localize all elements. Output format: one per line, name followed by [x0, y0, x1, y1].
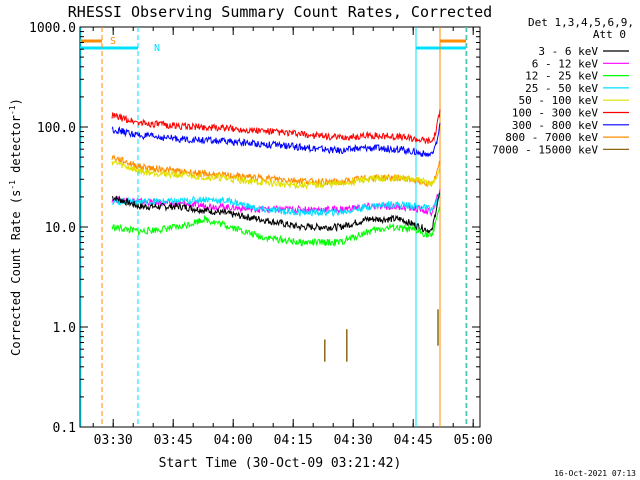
y-axis-label: Corrected Count Rate (s-1 detector-1)	[8, 98, 23, 356]
vertical-marker-lines	[80, 27, 468, 427]
series-line-100-300kev	[111, 109, 441, 145]
series-line-800-7000kev	[111, 154, 441, 188]
y-axis-label-sup1: -1	[8, 180, 17, 190]
x-tick-label: 04:45	[394, 433, 433, 448]
y-tick-label: 100.0	[37, 121, 76, 136]
legend-label: 12 - 25 keV	[525, 70, 598, 83]
annotation-s: S	[110, 36, 116, 47]
x-tick-label: 04:00	[214, 433, 253, 448]
y-axis-label-main: Corrected Count Rate (s	[9, 190, 23, 356]
legend-label: 800 - 7000 keV	[505, 131, 598, 144]
chart-title: RHESSI Observing Summary Count Rates, Co…	[68, 3, 492, 21]
legend-header-line-1: Det 1,3,4,5,6,9,	[528, 16, 634, 29]
legend-label: 25 - 50 keV	[525, 82, 598, 95]
series-line-25-50kev	[111, 192, 441, 218]
x-tick-label: 05:00	[454, 433, 493, 448]
legend-label: 3 - 6 keV	[538, 45, 598, 58]
y-tick-label: 1000.0	[29, 21, 76, 36]
series-lines	[111, 109, 441, 362]
series-line-50-100kev	[111, 159, 441, 191]
legend-label: 300 - 800 keV	[512, 119, 598, 132]
series-line-300-800kev	[111, 122, 441, 158]
y-axis-label-end: )	[9, 98, 23, 105]
legend-label: 50 - 100 keV	[519, 94, 599, 107]
y-tick-label: 1.0	[53, 321, 76, 336]
flag-bars	[80, 39, 466, 50]
legend-label: 100 - 300 keV	[512, 107, 598, 120]
y-tick-label: 0.1	[53, 421, 76, 436]
legend-label: 6 - 12 keV	[532, 57, 599, 70]
footer-date: 16-Oct-2021 07:13	[554, 469, 636, 478]
x-axis-label: Start Time (30-Oct-09 03:21:42)	[159, 456, 402, 471]
x-tick-label: 04:15	[274, 433, 313, 448]
legend-label: 7000 - 15000 keV	[492, 143, 598, 156]
legend-header-line-2: Att 0	[593, 28, 626, 41]
y-tick-label: 10.0	[45, 221, 76, 236]
x-tick-label: 03:30	[94, 433, 133, 448]
series-line-12-25kev	[111, 206, 441, 247]
y-axis-label-sup2: -1	[8, 105, 17, 115]
series-line-3-6kev	[111, 192, 441, 234]
y-axis-ticks: 0.1 1.0 10.0 100.0 1000.0	[29, 21, 480, 436]
x-tick-label: 03:45	[154, 433, 193, 448]
y-axis-label-mid: detector	[9, 115, 23, 180]
x-axis-ticks: 03:30 03:45 04:00 04:15 04:30 04:45 05:00	[92, 27, 493, 448]
x-tick-label: 04:30	[334, 433, 373, 448]
annotation-n: N	[154, 43, 160, 54]
